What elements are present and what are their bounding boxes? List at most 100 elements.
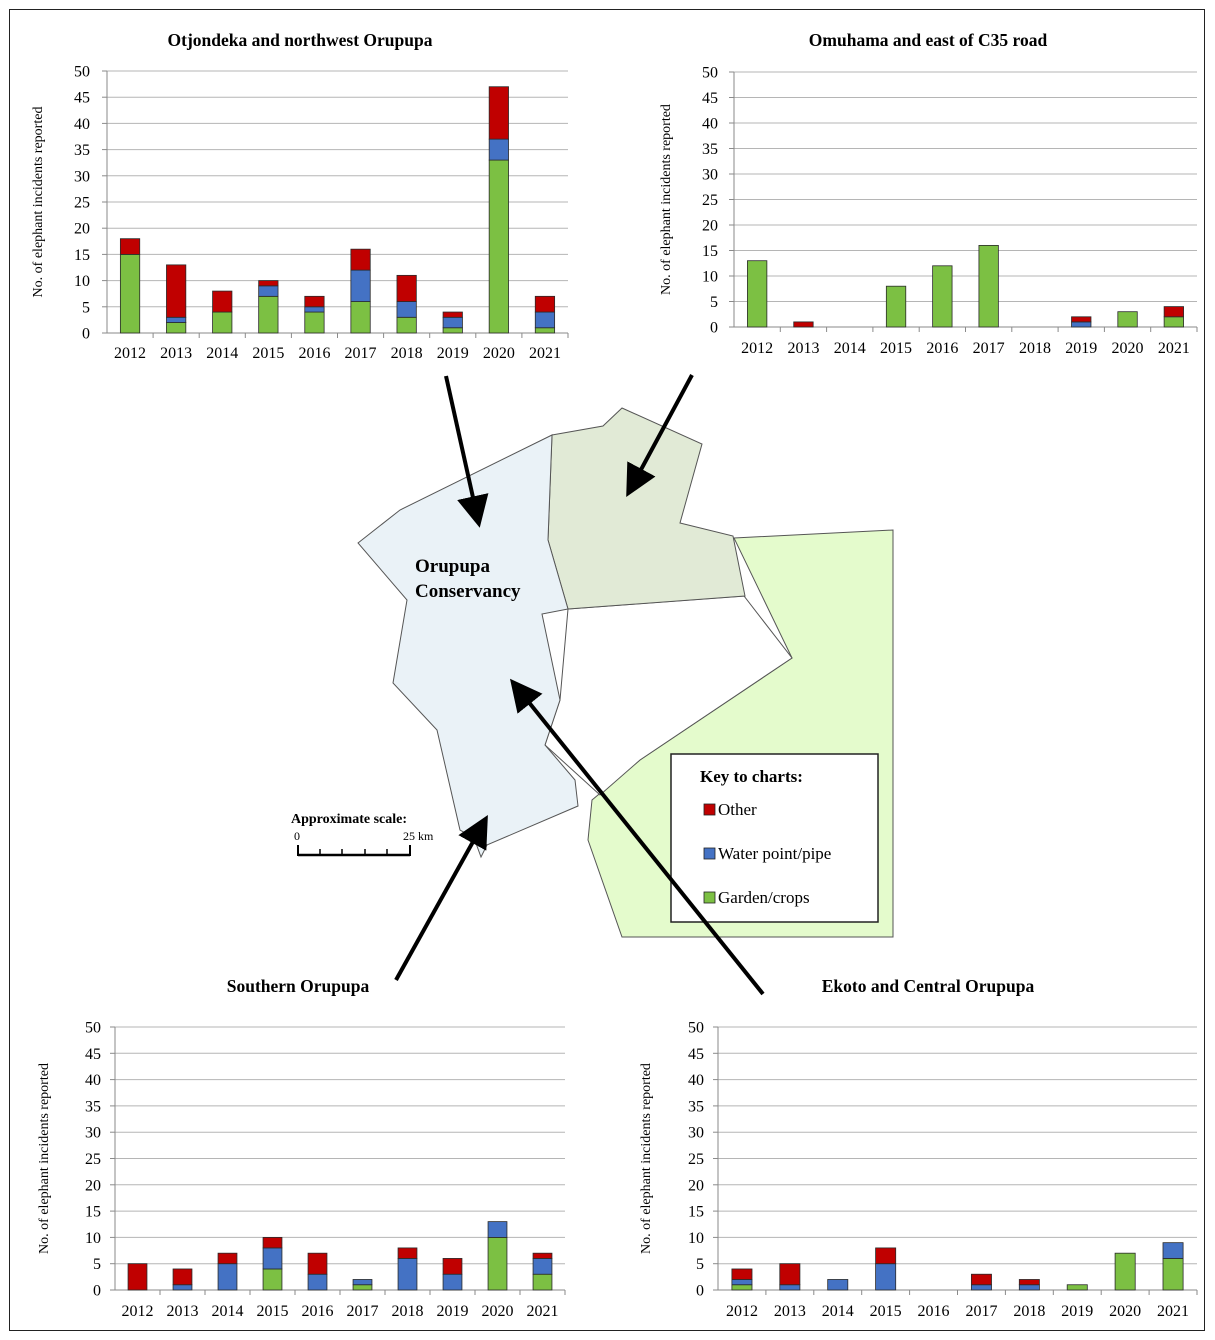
bar-segment-garden-crops-2017 — [352, 1284, 373, 1291]
legend-swatch-1 — [703, 847, 716, 860]
bar-segment-water-point-pipe-2016 — [304, 306, 325, 313]
bar-segment-other-2015 — [875, 1247, 897, 1265]
x-tick-label: 2012 — [122, 1303, 154, 1320]
bar-segment-water-point-pipe-2018 — [396, 301, 417, 318]
chart-southern-orupupa: Southern Orupupa 0 5 10 15 20 25 30 35 40 45 50 No. … — [37, 976, 566, 1320]
x-tick-label: 2015 — [257, 1303, 289, 1320]
y-tick-label: 5 — [696, 1256, 704, 1273]
legend-swatch-0 — [703, 803, 716, 816]
conservancy-map: Orupupa Conservancy Approximate scale: 0… — [291, 374, 894, 996]
bar-segment-water-point-pipe-2020 — [487, 1221, 508, 1238]
bar-segment-garden-crops-2019 — [1066, 1284, 1088, 1291]
bar-segment-garden-crops-2015 — [885, 285, 907, 328]
scale-start-label: 0 — [294, 829, 300, 843]
y-tick-label: 15 — [702, 243, 718, 260]
bar-segment-garden-crops-2021 — [534, 327, 556, 334]
y-tick-label: 45 — [688, 1046, 704, 1063]
y-tick-label: 30 — [85, 1125, 101, 1142]
x-tick-label: 2017 — [347, 1303, 379, 1320]
y-tick-label: 25 — [74, 195, 90, 212]
bar-segment-garden-crops-2017 — [350, 301, 371, 334]
bar-segment-water-point-pipe-2015 — [875, 1263, 897, 1291]
x-tick-label: 2016 — [926, 340, 958, 357]
figure-frame — [9, 9, 1205, 1331]
y-tick-label: 50 — [702, 65, 718, 82]
bar-segment-garden-crops-2015 — [262, 1268, 283, 1291]
bar-segment-water-point-pipe-2021 — [532, 1258, 553, 1275]
y-tick-label: 50 — [85, 1020, 101, 1037]
scale-title: Approximate scale: — [291, 812, 407, 827]
x-tick-label: 2020 — [483, 345, 515, 362]
bar-segment-water-point-pipe-2018 — [1018, 1284, 1040, 1291]
bar-segment-water-point-pipe-2018 — [397, 1258, 418, 1291]
y-tick-label: 35 — [702, 141, 718, 158]
y-axis-label: No. of elephant incidents reported — [31, 107, 46, 298]
bar-segment-other-2015 — [262, 1237, 283, 1249]
arrow-central — [509, 678, 765, 996]
bar-segment-water-point-pipe-2017 — [970, 1284, 992, 1291]
y-tick-label: 30 — [74, 168, 90, 185]
x-tick-label: 2015 — [880, 340, 912, 357]
x-tick-label: 2014 — [834, 340, 866, 357]
x-tick-label: 2012 — [726, 1303, 758, 1320]
bar-segment-water-point-pipe-2021 — [534, 311, 556, 329]
x-tick-label: 2019 — [437, 345, 469, 362]
x-tick-label: 2015 — [870, 1303, 902, 1320]
y-tick-label: 30 — [702, 167, 718, 184]
y-tick-label: 15 — [688, 1204, 704, 1221]
x-tick-label: 2013 — [774, 1303, 806, 1320]
bar-segment-other-2012 — [731, 1268, 753, 1280]
bar-segment-other-2018 — [397, 1247, 418, 1259]
x-tick-label: 2020 — [1112, 340, 1144, 357]
x-tick-label: 2016 — [298, 345, 330, 362]
x-tick-label: 2021 — [1157, 1303, 1189, 1320]
bar-segment-garden-crops-2016 — [932, 265, 953, 328]
y-tick-label: 40 — [688, 1072, 704, 1089]
arrow-east — [626, 374, 694, 498]
y-tick-label: 20 — [702, 218, 718, 235]
bar-segment-other-2021 — [1163, 306, 1184, 318]
bar-segment-garden-crops-2021 — [1162, 1258, 1184, 1291]
x-tick-label: 2013 — [787, 340, 819, 357]
bar-segment-water-point-pipe-2019 — [1071, 321, 1092, 328]
legend-title: Key to charts: — [700, 767, 803, 786]
x-tick-label: 2020 — [482, 1303, 514, 1320]
bar-segment-water-point-pipe-2019 — [442, 316, 463, 329]
y-tick-label: 10 — [702, 269, 718, 286]
map-label-line2: Conservancy — [415, 581, 521, 602]
scale-end-label: 25 km — [403, 829, 434, 843]
x-tick-label: 2017 — [345, 345, 377, 362]
y-tick-label: 50 — [688, 1020, 704, 1037]
bar-segment-garden-crops-2019 — [442, 327, 463, 334]
bar-segment-water-point-pipe-2015 — [258, 285, 279, 297]
x-tick-label: 2014 — [212, 1303, 244, 1320]
x-tick-label: 2019 — [1061, 1303, 1093, 1320]
bar-segment-garden-crops-2012 — [119, 253, 141, 334]
bar-segment-water-point-pipe-2019 — [442, 1273, 463, 1291]
y-tick-label: 40 — [74, 116, 90, 133]
bar-segment-other-2014 — [217, 1252, 238, 1265]
omuhama-area — [547, 407, 746, 610]
y-tick-label: 5 — [82, 299, 90, 316]
chart-legend: Key to charts: Other Water point/pipe Gard… — [670, 753, 879, 923]
bar-segment-water-point-pipe-2015 — [262, 1247, 283, 1270]
y-axis-label: No. of elephant incidents reported — [639, 1063, 654, 1254]
bar-segment-garden-crops-2014 — [212, 311, 233, 334]
x-tick-label: 2016 — [918, 1303, 950, 1320]
y-tick-label: 20 — [85, 1177, 101, 1194]
y-tick-label: 10 — [74, 273, 90, 290]
x-tick-label: 2021 — [529, 345, 561, 362]
y-tick-label: 5 — [93, 1256, 101, 1273]
legend-label-1: Water point/pipe — [718, 844, 831, 863]
bar-segment-water-point-pipe-2020 — [488, 138, 509, 161]
x-tick-label: 2021 — [1158, 340, 1190, 357]
bar-segment-garden-crops-2021 — [1163, 316, 1184, 328]
x-tick-label: 2017 — [965, 1303, 997, 1320]
bar-segment-other-2019 — [1071, 316, 1092, 323]
y-tick-label: 0 — [93, 1283, 101, 1300]
bar-segment-other-2020 — [488, 86, 509, 140]
legend-label-0: Other — [718, 800, 757, 819]
x-tick-label: 2016 — [302, 1303, 334, 1320]
y-tick-label: 45 — [85, 1046, 101, 1063]
